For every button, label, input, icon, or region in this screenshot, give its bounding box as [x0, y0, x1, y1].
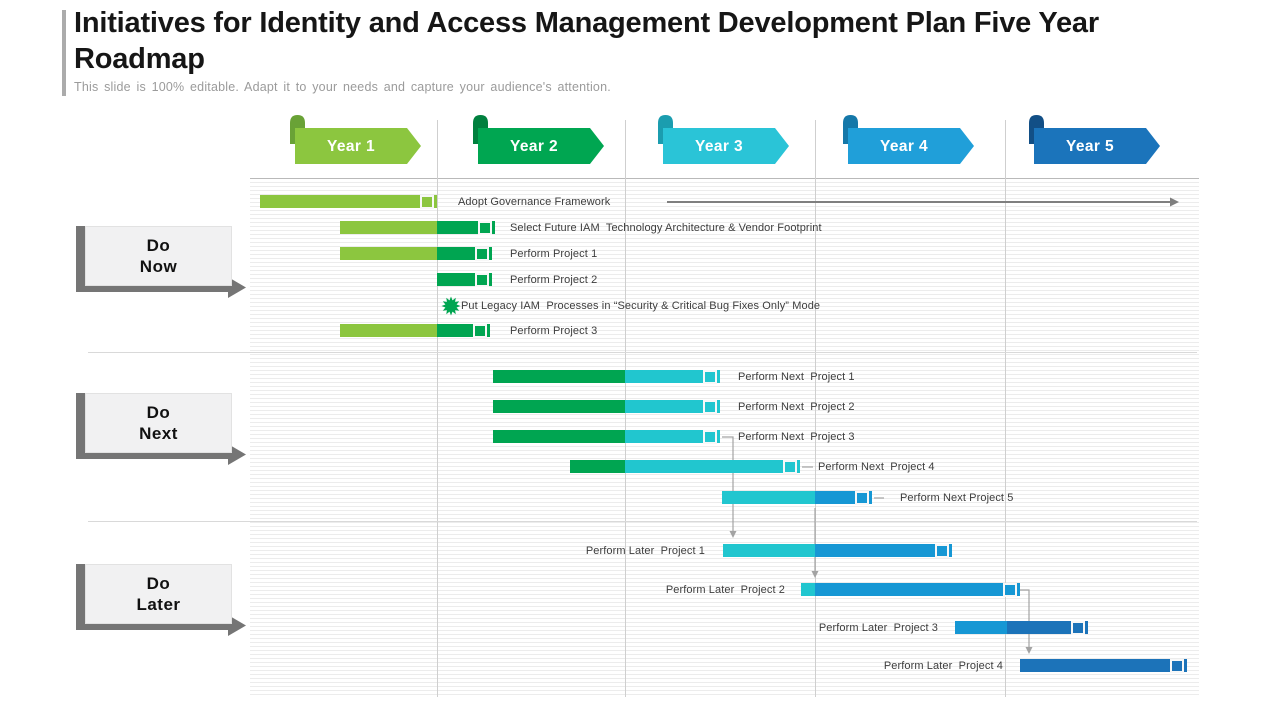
perform-next-project-4-label: Perform Next Project 4: [818, 461, 935, 473]
section-divider-line: [88, 521, 1197, 522]
year-banner-label: Year 2: [510, 138, 558, 155]
banner-year-2: Year 2: [473, 115, 604, 164]
perform-later-project-2-end-marker: [1003, 583, 1017, 597]
perform-project-3-bar-segment: [340, 324, 437, 337]
banner-body: [295, 128, 421, 164]
perform-next-project-4-bar-segment: [625, 460, 800, 473]
year-banner-label: Year 1: [327, 138, 375, 155]
perform-later-project-4-bar-segment: [1020, 659, 1187, 672]
section-box-later: Do Later: [85, 564, 232, 624]
banner-body: [1034, 128, 1160, 164]
perform-next-project-1-bar-segment: [625, 370, 720, 383]
year-banner-label: Year 4: [880, 138, 928, 155]
section-divider-line: [88, 352, 1197, 353]
perform-project-3-end-marker: [473, 324, 487, 338]
slide-title: Initiatives for Identity and Access Mana…: [74, 7, 1099, 75]
select-future-iam-bar-segment: [340, 221, 437, 234]
adopt-governance-label: Adopt Governance Framework: [458, 196, 611, 208]
perform-next-project-4-bar-segment: [570, 460, 625, 473]
perform-next-project-2-end-marker: [703, 400, 717, 414]
perform-project-1-end-marker: [475, 247, 489, 261]
legacy-iam-milestone-label: Put Legacy IAM Processes in “Security & …: [461, 300, 821, 312]
perform-next-project-2-bar-segment: [625, 400, 720, 413]
select-future-iam-label: Select Future IAM Technology Architectur…: [510, 222, 822, 234]
section-label-line1: Do: [146, 573, 171, 593]
perform-project-2-end-marker: [475, 273, 489, 287]
perform-next-project-1-bar-segment: [493, 370, 625, 383]
perform-later-project-3-end-marker: [1071, 621, 1085, 635]
perform-next-project-3-label: Perform Next Project 3: [738, 431, 855, 443]
perform-next-project-1-label: Perform Next Project 1: [738, 371, 855, 383]
section-label-line2: Next: [139, 424, 178, 443]
accent-vertical-bar: [76, 226, 85, 292]
section-label-line1: Do: [146, 402, 171, 422]
perform-next-project-2-bar-segment: [493, 400, 625, 413]
accent-horizontal-bar: [76, 450, 228, 459]
slide-subtitle: This slide is 100% editable. Adapt it to…: [74, 80, 611, 94]
perform-later-project-4-end-marker: [1170, 659, 1184, 673]
perform-later-project-1-bar-segment: [815, 544, 952, 557]
year-banner-label: Year 3: [695, 138, 743, 155]
accent-horizontal-bar: [76, 621, 228, 630]
perform-next-project-3-bar-segment: [625, 430, 720, 443]
perform-later-project-1-end-marker: [935, 544, 949, 558]
banner-year-5: Year 5: [1029, 115, 1160, 164]
perform-later-project-2-label: Perform Later Project 2: [665, 584, 785, 596]
year-gridline: [437, 120, 438, 697]
select-future-iam-end-marker: [478, 221, 492, 235]
adopt-governance-bar-segment: [260, 195, 437, 208]
perform-next-project-1-end-marker: [703, 370, 717, 384]
perform-next-project-5-label: Perform Next Project 5: [900, 492, 1014, 504]
section-accent-arrow: [76, 226, 246, 298]
accent-vertical-bar: [76, 564, 85, 630]
perform-next-project-2-label: Perform Next Project 2: [738, 401, 855, 413]
banner-body: [663, 128, 789, 164]
year-gridline: [815, 120, 816, 697]
adopt-governance-end-marker: [420, 195, 434, 209]
perform-later-project-4-label: Perform Later Project 4: [883, 660, 1003, 672]
perform-later-project-2-bar-segment: [815, 583, 1020, 596]
banner-year-4: Year 4: [843, 115, 974, 164]
year-banner-label: Year 5: [1066, 138, 1114, 155]
banner-year-3: Year 3: [658, 115, 789, 164]
section-box-now: Do Now: [85, 226, 232, 286]
perform-next-project-5-end-marker: [855, 491, 869, 505]
perform-project-2-label: Perform Project 2: [510, 274, 598, 286]
perform-next-project-3-end-marker: [703, 430, 717, 444]
banner-year-1: Year 1: [290, 115, 421, 164]
perform-later-project-1-label: Perform Later Project 1: [585, 545, 705, 557]
section-label-line2: Later: [136, 595, 181, 614]
section-accent-arrow: [76, 564, 246, 636]
year-gridline: [1005, 120, 1006, 697]
section-label-line2: Now: [139, 257, 178, 276]
accent-arrowhead-icon: [228, 615, 246, 636]
section-label-line1: Do: [146, 235, 171, 255]
section-accent-arrow: [76, 393, 246, 465]
perform-next-project-3-bar-segment: [493, 430, 625, 443]
perform-next-project-4-end-marker: [783, 460, 797, 474]
perform-later-project-2-bar-segment: [801, 583, 815, 596]
accent-arrowhead-icon: [228, 444, 246, 465]
accent-arrowhead-icon: [228, 277, 246, 298]
perform-project-1-bar-segment: [340, 247, 437, 260]
perform-later-project-3-label: Perform Later Project 3: [818, 622, 938, 634]
perform-later-project-1-bar-segment: [723, 544, 815, 557]
perform-project-3-label: Perform Project 3: [510, 325, 598, 337]
accent-vertical-bar: [76, 393, 85, 459]
perform-project-1-label: Perform Project 1: [510, 248, 598, 260]
title-accent-bar: [62, 10, 66, 96]
accent-horizontal-bar: [76, 283, 228, 292]
banner-body: [848, 128, 974, 164]
perform-later-project-3-bar-segment: [955, 621, 1007, 634]
section-box-next: Do Next: [85, 393, 232, 453]
banner-body: [478, 128, 604, 164]
perform-next-project-5-bar-segment: [722, 491, 815, 504]
